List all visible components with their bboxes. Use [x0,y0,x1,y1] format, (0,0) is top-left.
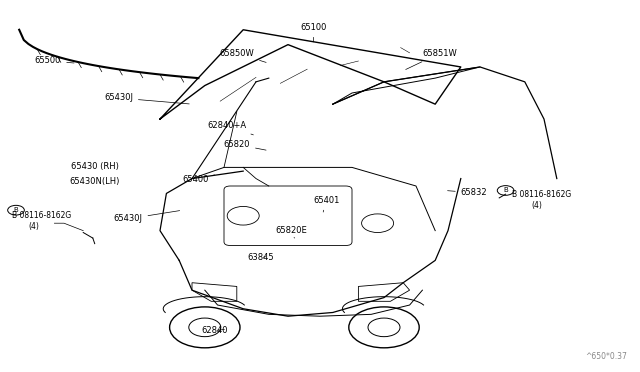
Text: 63845: 63845 [247,253,274,262]
Text: 65500: 65500 [35,56,74,65]
Text: (4): (4) [531,201,542,209]
Text: 65820E: 65820E [275,225,307,238]
Text: 65820: 65820 [223,140,266,150]
Text: 65430J: 65430J [104,93,189,104]
Text: 65430N(LH): 65430N(LH) [70,177,120,186]
Text: 65401: 65401 [313,196,340,212]
Text: B 08116-8162G: B 08116-8162G [12,211,71,219]
Text: 65430J: 65430J [113,211,180,223]
Text: 62840: 62840 [201,326,228,335]
Text: B 08116-8162G: B 08116-8162G [512,190,572,199]
Text: B: B [13,207,19,213]
Text: 65100: 65100 [300,23,327,42]
Text: (4): (4) [29,222,40,231]
Text: 65430 (RH): 65430 (RH) [71,162,118,171]
Text: 65832: 65832 [447,188,488,197]
Text: 62840+A: 62840+A [207,121,253,135]
Text: 65850W: 65850W [220,49,266,62]
Text: 65851W: 65851W [406,49,457,70]
Text: ^650*0.37: ^650*0.37 [586,352,627,361]
Text: B: B [503,187,508,193]
Text: 65400: 65400 [182,175,214,184]
